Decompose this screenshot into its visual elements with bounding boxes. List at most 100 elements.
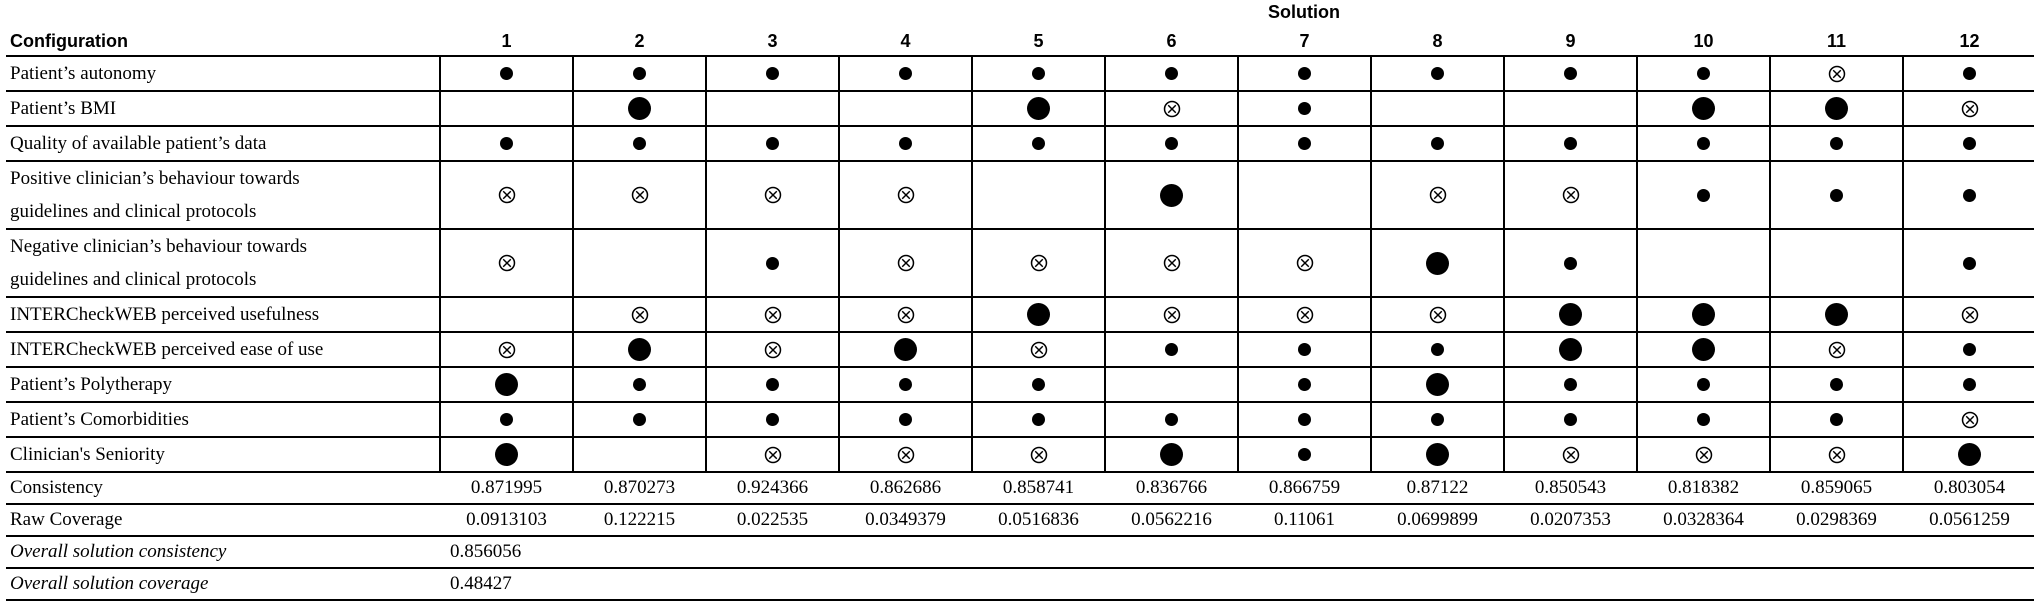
solution-number-header: 11 — [1826, 31, 1847, 51]
consistency-value: 0.871995 — [440, 472, 573, 505]
absent-circled-cross-icon — [1562, 186, 1579, 204]
core-present-dot-icon — [1692, 97, 1715, 120]
overall-coverage-label: Overall solution coverage — [6, 568, 440, 601]
peripheral-present-dot-icon — [1298, 67, 1311, 81]
absent-circled-cross-icon — [1030, 254, 1047, 272]
solution-number-header: 1 — [501, 31, 512, 51]
configuration-cell — [572, 55, 706, 91]
configuration-cell — [1370, 90, 1504, 126]
overall-coverage-row: Overall solution coverage 0.48427 — [6, 568, 2034, 601]
consistency-value: 0.818382 — [1637, 472, 1770, 505]
configuration-cell — [1902, 331, 2034, 367]
configuration-cell — [572, 160, 706, 229]
configuration-cell — [1769, 160, 1903, 229]
consistency-value: 0.870273 — [573, 472, 706, 505]
configuration-cell — [1104, 90, 1238, 126]
core-present-dot-icon — [1692, 338, 1715, 361]
peripheral-present-dot-icon — [1032, 378, 1045, 392]
peripheral-present-dot-icon — [1298, 448, 1311, 462]
configuration-cell — [838, 160, 972, 229]
configuration-row: Patient’s Polytherapy — [6, 366, 2034, 402]
configuration-cell — [1503, 366, 1637, 402]
configuration-cell — [971, 401, 1105, 437]
configuration-rows: Patient’s autonomy Patient’s BMI Quality o… — [6, 55, 2034, 473]
configuration-cell — [1769, 296, 1903, 332]
condition-label-line: guidelines and clinical protocols — [10, 269, 257, 290]
configuration-cell — [838, 436, 972, 473]
peripheral-present-dot-icon — [1032, 67, 1045, 81]
core-present-dot-icon — [1559, 338, 1582, 361]
configuration-cell — [1370, 125, 1504, 161]
absent-circled-cross-icon — [897, 186, 914, 204]
configuration-cell — [971, 90, 1105, 126]
condition-label-line: Patient’s BMI — [10, 98, 117, 119]
peripheral-present-dot-icon — [1564, 378, 1577, 392]
peripheral-present-dot-icon — [1963, 67, 1976, 81]
peripheral-present-dot-icon — [1032, 137, 1045, 151]
configuration-cell — [1636, 366, 1770, 402]
configuration-cell — [1636, 90, 1770, 126]
peripheral-present-dot-icon — [899, 67, 912, 81]
configuration-cell — [1902, 296, 2034, 332]
configuration-cell — [838, 296, 972, 332]
core-present-dot-icon — [1160, 183, 1183, 207]
configuration-cell — [838, 90, 972, 126]
configuration-cell — [1237, 296, 1371, 332]
absent-circled-cross-icon — [1828, 341, 1845, 358]
configuration-cell — [1370, 331, 1504, 367]
consistency-value: 0.858741 — [972, 472, 1105, 505]
configuration-cell — [572, 366, 706, 402]
consistency-row: Consistency 0.871995 0.870273 0.924366 0.86… — [6, 472, 2034, 505]
absent-circled-cross-icon — [631, 306, 648, 323]
peripheral-present-dot-icon — [1830, 188, 1843, 202]
configuration-cell — [705, 228, 839, 297]
configuration-cell — [1636, 55, 1770, 91]
configuration-cell — [1237, 228, 1371, 297]
core-present-dot-icon — [1559, 303, 1582, 326]
configuration-cell — [1503, 125, 1637, 161]
peripheral-present-dot-icon — [633, 413, 646, 427]
core-present-dot-icon — [1426, 251, 1449, 275]
configuration-cell — [1503, 90, 1637, 126]
condition-label: Patient’s autonomy — [6, 55, 440, 91]
absent-circled-cross-icon — [498, 186, 515, 204]
configuration-cell — [971, 331, 1105, 367]
condition-label: Quality of available patient’s data — [6, 125, 440, 161]
consistency-label: Consistency — [6, 472, 440, 505]
peripheral-present-dot-icon — [1564, 67, 1577, 81]
peripheral-present-dot-icon — [766, 137, 779, 151]
condition-label-line: Patient’s Comorbidities — [10, 409, 189, 430]
configuration-cell — [1902, 228, 2034, 297]
core-present-dot-icon — [628, 338, 651, 361]
configuration-cell — [1902, 366, 2034, 402]
solution-header: Solution — [1268, 2, 1340, 22]
configuration-cell — [1636, 160, 1770, 229]
configuration-cell — [705, 331, 839, 367]
configuration-cell — [439, 55, 573, 91]
configuration-row: INTERCheckWEB perceived ease of use — [6, 331, 2034, 367]
configuration-cell — [1769, 366, 1903, 402]
core-present-dot-icon — [1160, 443, 1183, 466]
core-present-dot-icon — [1426, 443, 1449, 466]
header-row: Configuration 1 2 3 4 5 6 7 8 9 10 11 12 — [6, 28, 2034, 56]
peripheral-present-dot-icon — [1165, 137, 1178, 151]
configuration-cell — [1370, 436, 1504, 473]
configuration-cell — [572, 296, 706, 332]
core-present-dot-icon — [628, 97, 651, 120]
configuration-cell — [1370, 160, 1504, 229]
configuration-cell — [1370, 228, 1504, 297]
absent-circled-cross-icon — [498, 254, 515, 272]
peripheral-present-dot-icon — [1963, 343, 1976, 357]
configuration-cell — [1503, 228, 1637, 297]
configuration-cell — [1769, 125, 1903, 161]
absent-circled-cross-icon — [1961, 100, 1978, 117]
peripheral-present-dot-icon — [1564, 256, 1577, 270]
configuration-cell — [1902, 160, 2034, 229]
configuration-cell — [572, 125, 706, 161]
consistency-value: 0.866759 — [1238, 472, 1371, 505]
configuration-cell — [971, 125, 1105, 161]
absent-circled-cross-icon — [498, 341, 515, 358]
configuration-cell — [1370, 55, 1504, 91]
configuration-cell — [1902, 436, 2034, 473]
configuration-cell — [838, 55, 972, 91]
